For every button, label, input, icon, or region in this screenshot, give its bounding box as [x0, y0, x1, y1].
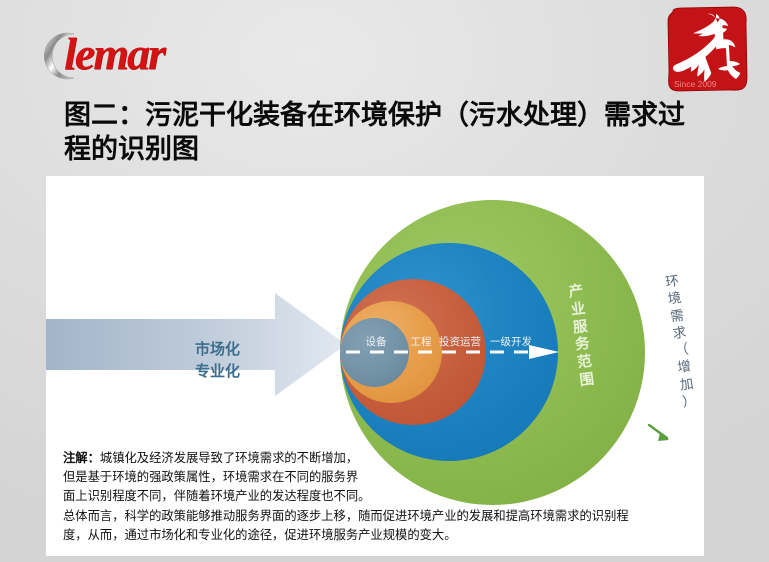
svg-text:Since 2009: Since 2009	[674, 79, 717, 89]
